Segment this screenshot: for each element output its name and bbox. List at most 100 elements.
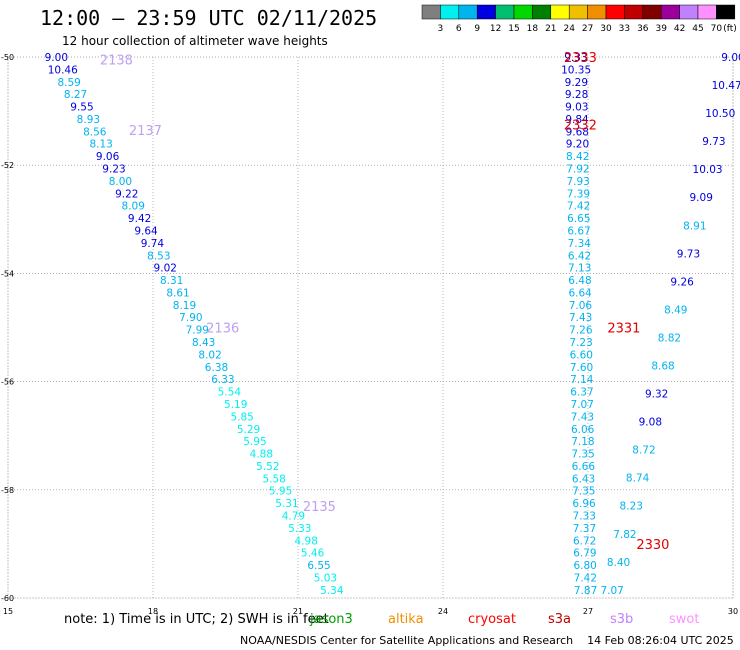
track-label: 2136 — [206, 322, 239, 337]
data-point-label: 8.82 — [658, 332, 681, 344]
data-point-label: 9.00 — [45, 52, 68, 64]
data-point-label: 5.85 — [230, 411, 253, 423]
data-point-label: 9.03 — [565, 102, 588, 114]
data-point-label: 9.84 — [565, 114, 589, 126]
y-tick-label: -58 — [1, 486, 14, 495]
legend-swatch — [605, 4, 625, 20]
data-point-label: 7.23 — [569, 337, 592, 349]
data-point-label: 7.33 — [573, 511, 596, 523]
satellite-label-altika: altika — [388, 612, 424, 627]
y-tick-label: -56 — [1, 378, 14, 387]
data-point-label: 8.43 — [192, 337, 215, 349]
x-tick-label: 30 — [728, 607, 738, 616]
data-point-label: 9.06 — [96, 151, 120, 163]
legend-label: 21 — [545, 24, 556, 34]
legend-swatch — [513, 4, 533, 20]
data-point-label: 6.33 — [211, 374, 234, 386]
data-point-label: 8.56 — [83, 126, 107, 138]
data-point-label: 4.98 — [295, 535, 318, 547]
legend-swatch — [532, 4, 552, 20]
data-point-label: 8.09 — [122, 201, 145, 213]
data-point-label: 7.87 — [574, 585, 597, 597]
legend-swatch — [568, 4, 588, 20]
data-point-label: 7.42 — [567, 201, 590, 213]
data-point-label: 6.66 — [572, 461, 596, 473]
data-point-label: 10.50 — [705, 108, 735, 120]
data-point-label: 9.02 — [154, 263, 177, 275]
data-point-label: 4.88 — [250, 449, 273, 461]
data-point-label: 7.43 — [569, 312, 592, 324]
data-point-label: 7.13 — [568, 263, 591, 275]
data-point-label: 7.07 — [571, 399, 594, 411]
data-point-label: 8.49 — [664, 304, 687, 316]
legend-swatch — [476, 4, 496, 20]
data-point-label: 6.72 — [573, 535, 596, 547]
data-point-label: 5.95 — [243, 436, 266, 448]
legend-label: 9 — [474, 24, 480, 34]
data-point-label: 9.33 — [564, 52, 587, 64]
data-point-label: 9.29 — [565, 77, 588, 89]
data-point-label: 5.03 — [314, 572, 337, 584]
data-point-label: 8.19 — [173, 300, 196, 312]
data-point-label: 6.55 — [307, 560, 330, 572]
data-point-label: 9.68 — [566, 126, 589, 138]
legend-label: 24 — [563, 24, 575, 34]
data-point-label: 9.00 — [721, 52, 740, 64]
data-point-label: 7.39 — [567, 188, 590, 200]
data-point-label: 7.60 — [570, 362, 593, 374]
track-label: 2137 — [129, 124, 162, 139]
legend-label: 18 — [527, 24, 539, 34]
legend-unit: (ft) — [723, 24, 737, 34]
legend-label: 30 — [600, 24, 612, 34]
data-point-label: 5.54 — [218, 387, 242, 399]
data-point-label: 8.02 — [198, 349, 221, 361]
data-point-label: 7.92 — [566, 164, 589, 176]
data-point-label: 8.61 — [166, 287, 189, 299]
legend-swatch — [624, 4, 644, 20]
data-point-label: 6.65 — [567, 213, 590, 225]
data-point-label: 8.00 — [109, 176, 132, 188]
track-label: 2333 — [564, 51, 597, 66]
legend-swatch — [660, 4, 680, 20]
data-point-label: 8.27 — [64, 89, 87, 101]
track-label: 2330 — [636, 538, 669, 553]
data-point-label: 6.42 — [568, 250, 591, 262]
data-point-label: 6.64 — [568, 287, 592, 299]
legend-label: 27 — [582, 24, 593, 34]
data-point-label: 7.82 — [613, 529, 636, 541]
legend-swatch — [642, 4, 662, 20]
legend-swatch — [679, 4, 699, 20]
data-point-label: 9.22 — [115, 188, 138, 200]
data-point-label: 5.29 — [237, 424, 260, 436]
data-point-label: 5.58 — [262, 473, 285, 485]
data-point-label: 7.06 — [569, 300, 593, 312]
data-point-label: 7.93 — [566, 176, 589, 188]
data-point-label: 5.34 — [320, 585, 344, 597]
data-point-label: 5.52 — [256, 461, 279, 473]
data-point-label: 5.95 — [269, 486, 292, 498]
track-label: 2135 — [303, 500, 336, 515]
page-title: 12:00 — 23:59 UTC 02/11/2025 — [40, 6, 378, 30]
legend-swatch — [550, 4, 570, 20]
data-point-label: 9.74 — [141, 238, 165, 250]
data-point-label: 8.68 — [651, 361, 674, 373]
data-point-label: 7.26 — [569, 325, 593, 337]
x-tick-label: 18 — [148, 607, 158, 616]
satellite-label-s3b: s3b — [610, 612, 634, 627]
data-point-label: 8.13 — [89, 139, 112, 151]
x-tick-label: 21 — [293, 607, 303, 616]
page-subtitle: 12 hour collection of altimeter wave hei… — [62, 34, 328, 48]
data-point-label: 5.31 — [275, 498, 298, 510]
legend-swatch — [458, 4, 478, 20]
data-point-label: 9.64 — [134, 225, 158, 237]
data-point-label: 9.32 — [645, 389, 668, 401]
legend-label: 6 — [456, 24, 462, 34]
data-point-label: 4.79 — [282, 511, 305, 523]
legend-label: 33 — [619, 24, 630, 34]
data-point-label: 5.19 — [224, 399, 247, 411]
footer-note: note: 1) Time is in UTC; 2) SWH is in fe… — [64, 612, 329, 627]
data-point-label: 7.42 — [574, 572, 597, 584]
track-label: 2332 — [564, 119, 597, 134]
data-point-label: 8.59 — [57, 77, 80, 89]
